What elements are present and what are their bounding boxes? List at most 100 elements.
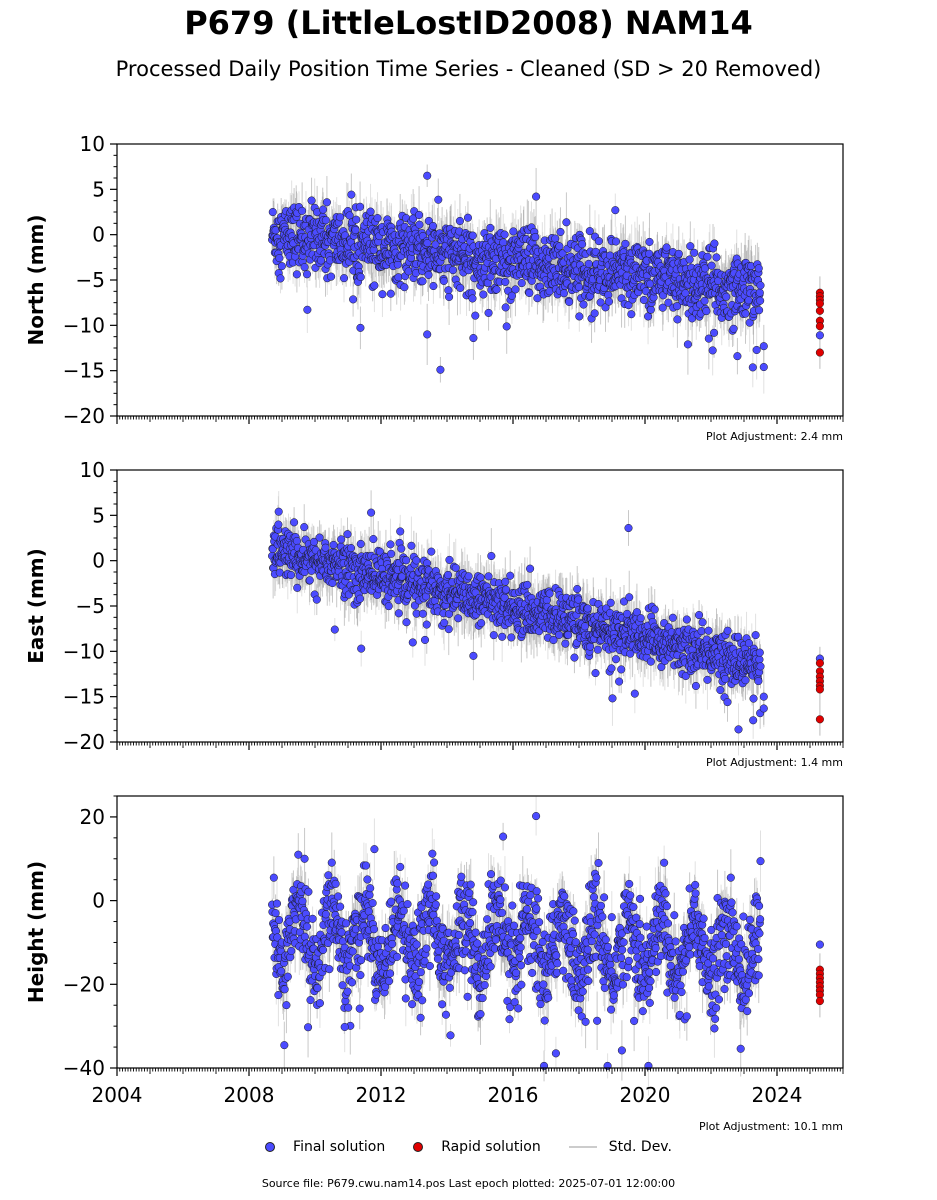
final-point [298,206,307,215]
final-point [312,595,321,604]
final-point [759,342,768,351]
final-point [444,286,453,295]
final-point [356,323,365,332]
final-point [558,249,567,258]
y-tick-label: 5 [92,177,105,201]
final-point [445,292,454,301]
final-point [343,530,352,539]
rapid-point [815,322,824,331]
final-point [710,328,719,337]
final-point [639,295,648,305]
final-point [337,535,346,544]
final-point [423,330,432,339]
final-point [722,292,731,301]
final-point [556,227,565,237]
final-point [645,249,654,258]
final-point [710,239,719,248]
final-point [702,307,711,316]
final-point [424,270,433,279]
final-point [703,252,712,261]
final-point [300,523,309,532]
final-point [752,345,761,355]
final-point [555,242,564,251]
final-point [286,571,296,580]
final-point [448,266,457,275]
final-point [604,297,614,306]
final-point [511,285,520,294]
final-point [415,210,424,220]
final-point [674,249,683,258]
y-tick-label: −10 [63,313,105,337]
rapid-point [815,299,824,308]
final-point [479,290,488,299]
final-point [673,302,682,311]
final-point [486,223,495,232]
final-point [471,311,480,320]
final-point [664,298,673,307]
final-point [423,171,432,180]
final-point [755,288,764,297]
chart-title: P679 (LittleLostID2008) NAM14 [184,4,753,42]
final-point [352,215,361,224]
final-point [415,220,424,229]
final-point [627,310,636,319]
rapid-point [815,348,824,357]
final-point [321,543,330,552]
final-point [402,618,411,627]
final-point [759,362,768,372]
final-point [327,272,336,281]
final-point [439,276,448,286]
final-point [292,270,301,279]
final-point [378,290,387,299]
final-point [303,305,312,314]
final-point [500,230,509,239]
final-point [754,264,763,273]
final-point [309,537,319,546]
final-point [755,306,764,315]
final-point [685,255,694,264]
final-point [815,331,824,340]
final-point [428,221,438,231]
final-point [422,620,431,629]
plot-adjustment-note: Plot Adjustment: 2.4 mm [706,430,843,443]
final-point [611,206,620,215]
final-point [384,602,393,611]
final-point [559,289,569,298]
final-point [356,272,365,282]
final-point [673,315,682,324]
final-point [356,539,365,548]
final-point [584,259,593,268]
final-point [712,253,721,262]
chart-subtitle: Processed Daily Position Time Series - C… [115,57,822,81]
final-point [468,294,477,303]
final-point [585,227,594,236]
final-point [502,322,511,331]
final-point [418,609,427,618]
final-point [345,211,354,220]
final-point [347,190,356,199]
final-point [741,309,750,318]
final-point [321,216,330,225]
final-point [590,309,599,318]
final-point [594,237,603,246]
final-point [517,279,526,288]
y-tick-label: −15 [63,359,105,383]
final-point [575,312,584,321]
final-point [707,261,716,270]
final-point [708,346,717,355]
final-point [431,240,440,249]
final-point [507,291,516,300]
final-point [387,549,396,558]
final-point [276,274,285,283]
final-point [686,242,695,251]
final-point [596,298,605,307]
final-point [400,283,409,292]
final-point [565,297,574,306]
final-point [336,213,345,222]
final-point [729,324,738,333]
final-point [339,274,349,283]
final-point [370,281,379,290]
final-point [366,207,375,216]
y-tick-label: −20 [63,404,105,428]
